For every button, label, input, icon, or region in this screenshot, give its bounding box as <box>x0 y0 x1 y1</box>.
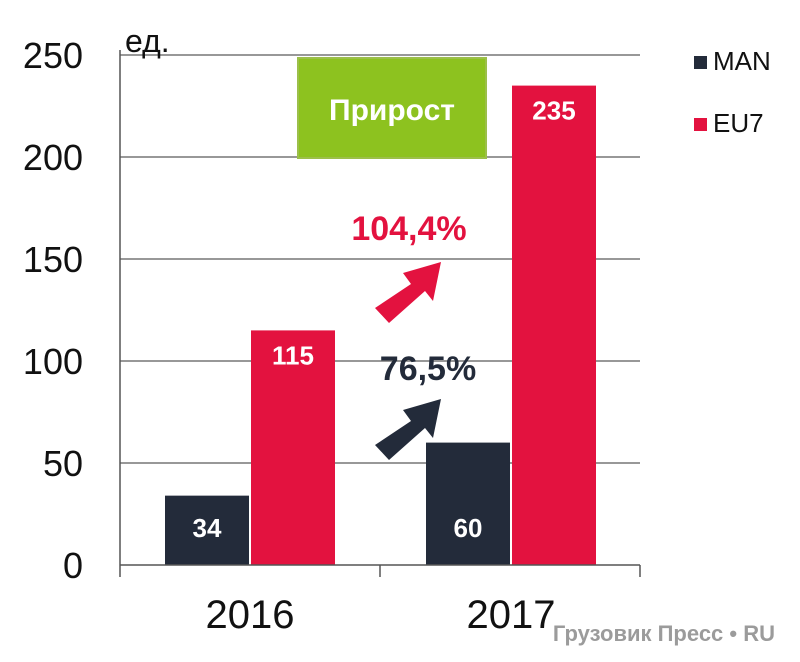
eu7-growth-arrow-icon <box>375 262 441 323</box>
unit-label: ед. <box>125 23 170 59</box>
x-tick-label: 2017 <box>467 593 556 637</box>
bar-man-2016 <box>165 495 249 565</box>
bars: 34 115 60 235 <box>165 85 596 565</box>
legend-swatch <box>694 56 707 69</box>
data-label: 60 <box>454 513 483 543</box>
bar-eu7-2017 <box>512 85 596 565</box>
data-label: 115 <box>272 340 314 370</box>
y-tick-label: 150 <box>23 239 83 280</box>
man-growth-arrow-icon <box>375 399 441 460</box>
data-label: 34 <box>193 513 222 543</box>
y-tick-label: 50 <box>43 443 83 484</box>
bar-man-2017 <box>426 442 510 565</box>
data-label: 235 <box>532 96 575 126</box>
legend-label: EU7 <box>713 108 764 138</box>
y-tick-label: 0 <box>63 545 83 586</box>
eu7-growth-label: 104,4% <box>351 210 466 248</box>
man-growth-label: 76,5% <box>380 350 476 388</box>
x-tick-label: 2016 <box>206 593 295 637</box>
growth-arrows: 104,4% 76,5% <box>351 210 476 460</box>
growth-box: Прирост <box>297 57 487 159</box>
legend: MAN EU7 <box>694 46 771 138</box>
legend-swatch <box>694 118 707 131</box>
y-tick-label: 200 <box>23 137 83 178</box>
watermark: Грузовик Пресс • RU <box>553 621 775 646</box>
y-tick-label: 250 <box>23 35 83 76</box>
growth-box-background <box>297 57 487 159</box>
bar-eu7-2016 <box>251 330 335 565</box>
y-tick-label: 100 <box>23 341 83 382</box>
axes: 0 50 100 150 200 250 2016 2017 <box>23 35 641 637</box>
growth-box-label: Прирост <box>329 94 455 127</box>
legend-label: MAN <box>713 46 771 76</box>
